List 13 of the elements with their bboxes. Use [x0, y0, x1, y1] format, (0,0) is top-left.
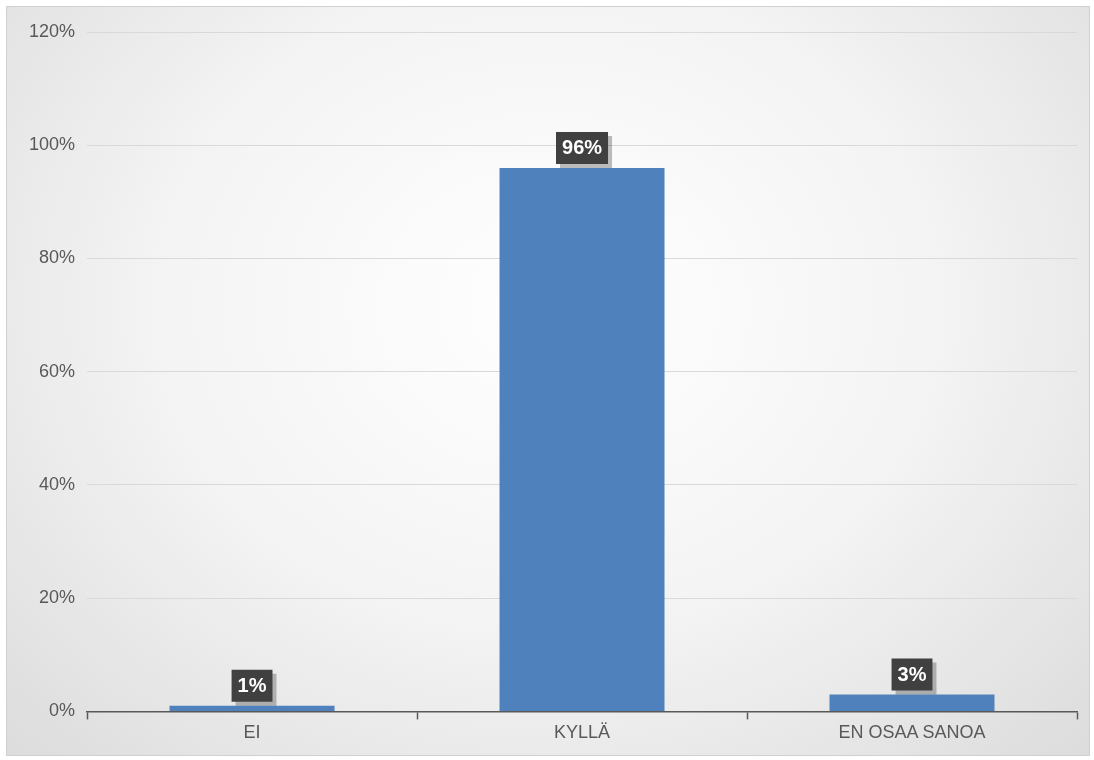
y-tick-label: 40%: [39, 473, 76, 494]
y-tick-label: 60%: [39, 360, 76, 381]
y-tick-label: 120%: [28, 20, 76, 41]
y-tick-label: 100%: [28, 134, 76, 155]
x-tick-label: EN OSAA SANOA: [838, 722, 986, 743]
x-tick-label: KYLLÄ: [554, 722, 611, 743]
y-tick-label: 20%: [39, 587, 76, 608]
x-tick-label: EI: [243, 722, 261, 743]
y-tick-label: 80%: [39, 247, 76, 268]
data-label: 3%: [897, 662, 927, 685]
data-label: 1%: [237, 674, 267, 697]
y-tick-label: 0%: [49, 700, 76, 721]
data-label: 96%: [562, 136, 603, 159]
